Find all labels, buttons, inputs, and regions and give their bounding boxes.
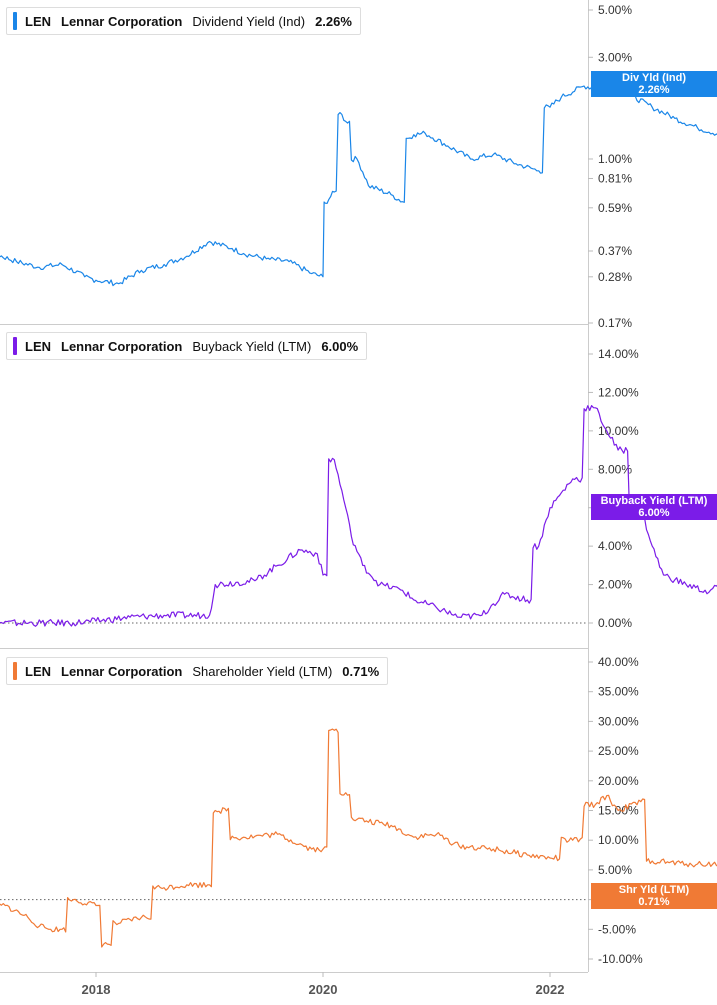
y-tick-label: 30.00% <box>598 714 639 728</box>
y-tick-label: 5.00% <box>598 3 632 17</box>
legend-metric: Shareholder Yield (LTM) <box>192 663 333 679</box>
y-tick-label: 0.59% <box>598 201 632 215</box>
legend-value: 0.71% <box>342 663 380 679</box>
y-tick-label: 8.00% <box>598 462 632 476</box>
y-tick-label: 14.00% <box>598 347 639 361</box>
x-tick-label: 2022 <box>536 982 565 997</box>
y-tick-label: 12.00% <box>598 385 639 399</box>
y-tick-label: 25.00% <box>598 744 639 758</box>
legend-swatch-dividend <box>13 12 17 30</box>
y-tick-label: 1.00% <box>598 152 632 166</box>
y-tick-label: 5.00% <box>598 863 632 877</box>
y-tick-label: 3.00% <box>598 50 632 64</box>
legend-ticker: LEN <box>25 338 51 354</box>
y-tick-label: 40.00% <box>598 655 639 669</box>
legend-ticker: LEN <box>25 663 51 679</box>
legend-buyback: LEN Lennar Corporation Buyback Yield (LT… <box>6 332 368 360</box>
legend-company: Lennar Corporation <box>61 13 183 29</box>
y-tick-label: -5.00% <box>598 922 636 936</box>
badge-shareholder: Shr Yld (LTM) 0.71% <box>591 883 717 909</box>
badge-label: Shr Yld (LTM) <box>618 884 690 896</box>
x-tick-label: 2018 <box>82 982 111 997</box>
y-tick-label: 0.17% <box>598 316 632 330</box>
legend-metric: Buyback Yield (LTM) <box>192 338 312 354</box>
series-line-shareholder <box>0 728 717 948</box>
x-tick-label: 2020 <box>309 982 338 997</box>
y-tick-label: 0.37% <box>598 244 632 258</box>
y-tick-label: 20.00% <box>598 774 639 788</box>
y-tick-label: -10.00% <box>598 952 643 966</box>
legend-company: Lennar Corporation <box>61 663 183 679</box>
legend-dividend: LEN Lennar Corporation Dividend Yield (I… <box>6 7 361 35</box>
legend-ticker: LEN <box>25 13 51 29</box>
legend-value: 2.26% <box>315 13 352 29</box>
y-tick-label: 0.81% <box>598 171 632 185</box>
series-line-dividend <box>0 85 717 287</box>
legend-company: Lennar Corporation <box>61 338 183 354</box>
badge-buyback: Buyback Yield (LTM) 6.00% <box>591 494 717 520</box>
legend-shareholder: LEN Lennar Corporation Shareholder Yield… <box>6 657 389 685</box>
y-tick-label: 4.00% <box>598 539 632 553</box>
series-line-buyback <box>0 405 717 627</box>
legend-swatch-shareholder <box>13 662 17 680</box>
badge-value: 2.26% <box>638 84 670 96</box>
badge-value: 6.00% <box>638 507 670 519</box>
legend-value: 6.00% <box>321 338 359 354</box>
legend-metric: Dividend Yield (Ind) <box>192 13 306 29</box>
badge-label: Buyback Yield (LTM) <box>600 495 708 507</box>
y-tick-label: 35.00% <box>598 685 639 699</box>
legend-swatch-buyback <box>13 337 17 355</box>
badge-value: 0.71% <box>638 896 670 908</box>
y-tick-label: 10.00% <box>598 833 639 847</box>
y-tick-label: 0.00% <box>598 616 632 630</box>
badge-label: Div Yld (Ind) <box>622 72 686 84</box>
y-tick-label: 2.00% <box>598 578 632 592</box>
badge-dividend: Div Yld (Ind) 2.26% <box>591 71 717 97</box>
y-tick-label: 0.28% <box>598 270 632 284</box>
